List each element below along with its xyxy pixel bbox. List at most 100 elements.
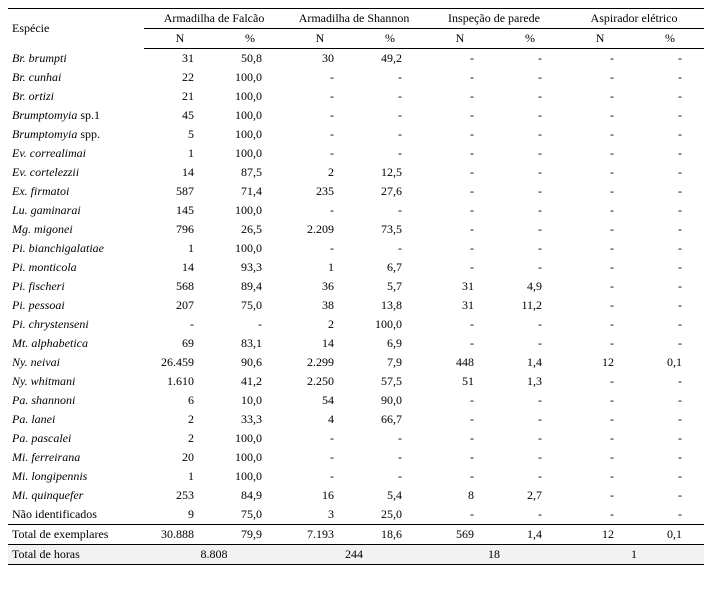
n-cell: - <box>424 505 496 525</box>
table-row: Pa. lanei233,3466,7---- <box>8 410 704 429</box>
n-cell: 31 <box>144 49 216 69</box>
pct-cell: 100,0 <box>216 201 284 220</box>
pct-cell: 100,0 <box>216 448 284 467</box>
total-ex-5: 1,4 <box>496 525 564 545</box>
pct-cell: 100,0 <box>216 144 284 163</box>
n-cell: 51 <box>424 372 496 391</box>
n-cell: - <box>564 68 636 87</box>
n-cell: - <box>424 68 496 87</box>
n-cell: 14 <box>144 258 216 277</box>
n-cell: 587 <box>144 182 216 201</box>
n-cell: - <box>564 144 636 163</box>
n-cell: 69 <box>144 334 216 353</box>
pct-cell: 66,7 <box>356 410 424 429</box>
pct-cell: 100,0 <box>216 125 284 144</box>
pct-cell: - <box>496 49 564 69</box>
n-cell: - <box>564 372 636 391</box>
n-cell: - <box>424 467 496 486</box>
table-row: Ny. neivai26.45990,62.2997,94481,4120,1 <box>8 353 704 372</box>
n-cell: - <box>564 125 636 144</box>
species-cell: Br. cunhai <box>8 68 144 87</box>
n-cell: - <box>284 106 356 125</box>
sub-pct-1: % <box>356 29 424 49</box>
pct-cell: 89,4 <box>216 277 284 296</box>
n-cell: 235 <box>284 182 356 201</box>
col-group-3: Aspirador elétrico <box>564 9 704 29</box>
total-hr-0: 8.808 <box>144 545 284 565</box>
pct-cell: 100,0 <box>216 429 284 448</box>
table-footer: Total de exemplares 30.888 79,9 7.193 18… <box>8 525 704 565</box>
pct-cell: - <box>636 391 704 410</box>
table-row: Brumptomyia spp.5100,0------ <box>8 125 704 144</box>
pct-cell: 0,1 <box>636 353 704 372</box>
n-cell: - <box>424 182 496 201</box>
pct-cell: - <box>356 239 424 258</box>
n-cell: 2.299 <box>284 353 356 372</box>
n-cell: 26.459 <box>144 353 216 372</box>
pct-cell: 90,0 <box>356 391 424 410</box>
species-cell: Pa. lanei <box>8 410 144 429</box>
table-row: Pa. pascalei2100,0------ <box>8 429 704 448</box>
n-cell: 448 <box>424 353 496 372</box>
pct-cell: 100,0 <box>216 106 284 125</box>
n-cell: - <box>284 125 356 144</box>
pct-cell: - <box>496 87 564 106</box>
n-cell: - <box>144 315 216 334</box>
pct-cell: - <box>496 391 564 410</box>
n-cell: 14 <box>284 334 356 353</box>
pct-cell: 73,5 <box>356 220 424 239</box>
pct-cell: - <box>636 87 704 106</box>
n-cell: - <box>424 87 496 106</box>
pct-cell: 75,0 <box>216 296 284 315</box>
n-cell: - <box>564 486 636 505</box>
n-cell: 21 <box>144 87 216 106</box>
n-cell: - <box>564 429 636 448</box>
n-cell: 12 <box>564 353 636 372</box>
n-cell: 3 <box>284 505 356 525</box>
n-cell: - <box>564 106 636 125</box>
pct-cell: 10,0 <box>216 391 284 410</box>
pct-cell: - <box>636 125 704 144</box>
pct-cell: - <box>636 201 704 220</box>
n-cell: 2 <box>284 315 356 334</box>
pct-cell: 83,1 <box>216 334 284 353</box>
pct-cell: 7,9 <box>356 353 424 372</box>
sub-pct-2: % <box>496 29 564 49</box>
species-cell: Não identificados <box>8 505 144 525</box>
pct-cell: 11,2 <box>496 296 564 315</box>
pct-cell: - <box>356 448 424 467</box>
n-cell: - <box>564 201 636 220</box>
pct-cell: 41,2 <box>216 372 284 391</box>
n-cell: 2 <box>144 429 216 448</box>
n-cell: - <box>564 220 636 239</box>
species-cell: Brumptomyia spp. <box>8 125 144 144</box>
n-cell: 253 <box>144 486 216 505</box>
n-cell: 1 <box>284 258 356 277</box>
n-cell: - <box>424 163 496 182</box>
pct-cell: - <box>636 448 704 467</box>
pct-cell: 5,4 <box>356 486 424 505</box>
n-cell: - <box>564 448 636 467</box>
n-cell: - <box>564 163 636 182</box>
pct-cell: - <box>216 315 284 334</box>
n-cell: 2 <box>284 163 356 182</box>
n-cell: - <box>564 315 636 334</box>
n-cell: - <box>424 201 496 220</box>
n-cell: 30 <box>284 49 356 69</box>
pct-cell: - <box>636 334 704 353</box>
table-row: Não identificados975,0325,0---- <box>8 505 704 525</box>
pct-cell: - <box>636 258 704 277</box>
n-cell: - <box>284 239 356 258</box>
n-cell: - <box>424 448 496 467</box>
table-row: Pi. chrystenseni--2100,0---- <box>8 315 704 334</box>
total-ex-4: 569 <box>424 525 496 545</box>
n-cell: 22 <box>144 68 216 87</box>
pct-cell: 49,2 <box>356 49 424 69</box>
pct-cell: - <box>496 429 564 448</box>
pct-cell: 27,6 <box>356 182 424 201</box>
pct-cell: - <box>496 505 564 525</box>
pct-cell: 1,4 <box>496 353 564 372</box>
pct-cell: - <box>636 429 704 448</box>
pct-cell: - <box>636 163 704 182</box>
pct-cell: - <box>496 201 564 220</box>
